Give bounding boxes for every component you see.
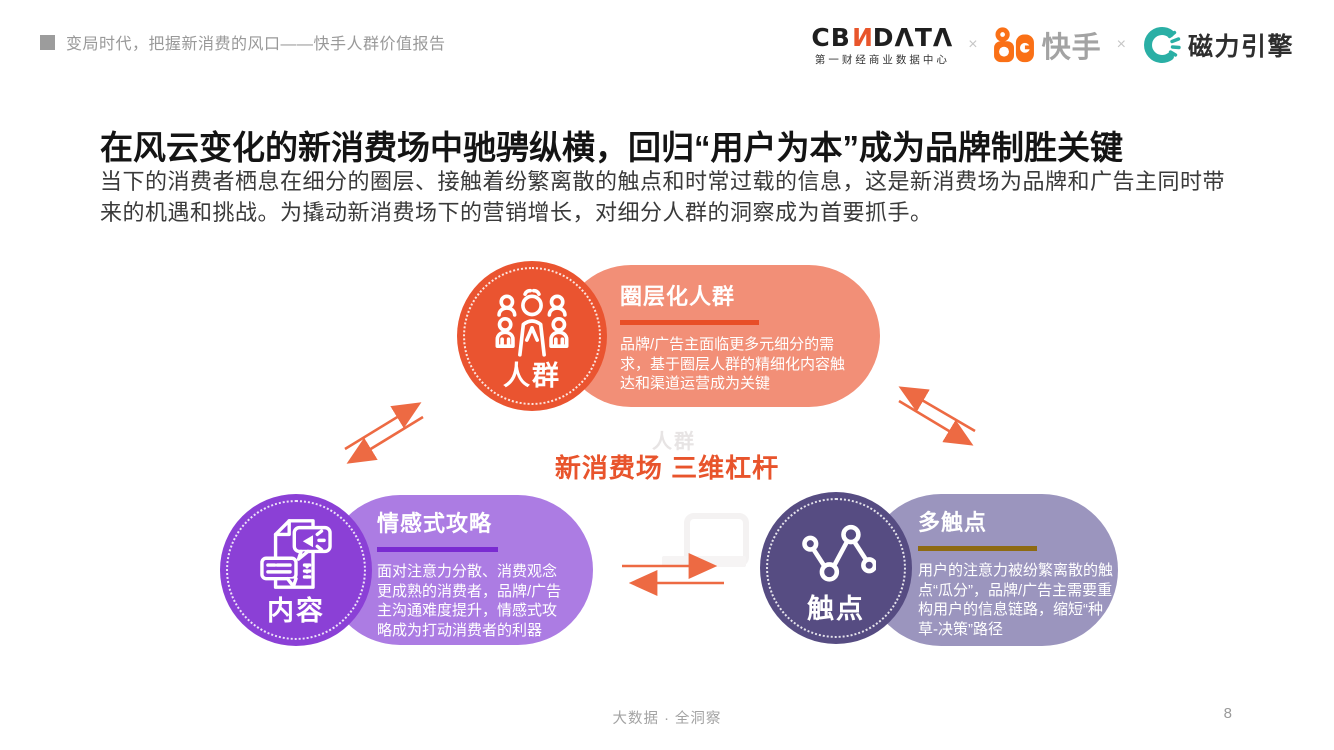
intro-paragraph-line1: 当下的消费者栖息在细分的圈层、接触着纷繁离散的触点和时常过载的信息，这是新消费场…	[100, 169, 1226, 194]
cbndata-wordmark: CBNDΛTΛ	[811, 22, 954, 52]
dotted-ring	[766, 498, 906, 638]
footer-tagline: 大数据 · 全洞察	[612, 711, 722, 727]
intro-paragraph: 当下的消费者栖息在细分的圈层、接触着纷繁离散的触点和时常过载的信息，这是新消费场…	[100, 166, 1225, 228]
arrow-crowd-touch-up	[898, 386, 976, 433]
watermark-text: 人群	[652, 431, 696, 453]
crowd-circle-label: 人群	[503, 361, 561, 391]
document-megaphone-icon	[260, 519, 332, 589]
network-zigzag-icon	[802, 524, 876, 582]
touchpoint-circle: 触点	[760, 492, 912, 644]
content-card-description: 面对注意力分散、消费观念更成熟的消费者，品牌/广告主沟通难度提升，情感式攻略成为…	[377, 563, 562, 639]
intro-paragraph-line2: 来的机遇和挑战。为撬动新消费场下的营销增长，对细分人群的洞察成为首要抓手。	[100, 200, 933, 225]
cbndata-subtitle: 第一财经商业数据中心	[814, 53, 950, 66]
content-circle: 内容	[220, 494, 372, 646]
logo-separator-x: ×	[968, 36, 978, 53]
logo-separator-x: ×	[1116, 36, 1126, 53]
magnet-engine-icon	[1144, 27, 1181, 63]
content-card-title: 情感式攻略	[377, 511, 493, 536]
magnet-engine-label: 磁力引擎	[1187, 33, 1294, 61]
content-card-underline	[377, 547, 498, 552]
report-header-title: 变局时代，把握新消费的风口——快手人群价值报告	[66, 36, 446, 53]
arrow-crowd-touch-down	[898, 399, 974, 446]
touchpoint-card-underline	[918, 546, 1037, 551]
people-group-icon	[495, 288, 569, 357]
crowd-card-underline	[620, 320, 759, 325]
arrow-crowd-content-up	[344, 402, 422, 451]
touchpoint-card: 多触点 用户的注意力被纷繁离散的触点“瓜分”，品牌/广告主需要重构用户的信息链路…	[865, 494, 1118, 646]
cbndata-data: DΛTΛ	[872, 22, 954, 52]
kuaishou-logo: 快手	[993, 24, 1102, 66]
content-circle-label: 内容	[267, 596, 325, 626]
content-card: 情感式攻略 面对注意力分散、消费观念更成熟的消费者，品牌/广告主沟通难度提升，情…	[325, 495, 593, 645]
brand-logo-row: CBNDΛTΛ 第一财经商业数据中心 × 快手 ×	[811, 20, 1294, 70]
dotted-ring	[463, 267, 601, 405]
kuaishou-label: 快手	[1041, 32, 1102, 64]
cbndata-logo: CBNDΛTΛ 第一财经商业数据中心	[811, 22, 954, 66]
watermark-caption-ghost	[662, 556, 746, 567]
page-title: 在风云变化的新消费场中驰骋纵横，回归“用户为本”成为品牌制胜关键	[100, 129, 1123, 167]
touchpoint-circle-label: 触点	[807, 594, 865, 624]
magnet-engine-logo: 磁力引擎	[1141, 25, 1294, 65]
dotted-ring	[226, 500, 366, 640]
kuaishou-icon	[993, 27, 1034, 63]
touchpoint-card-description: 用户的注意力被纷繁离散的触点“瓜分”，品牌/广告主需要重构用户的信息链路，缩短“…	[918, 562, 1114, 638]
cbndata-cb: CB	[811, 22, 851, 52]
crowd-card-description: 品牌/广告主面临更多元细分的需求，基于圈层人群的精细化内容触达和渠道运营成为关键	[620, 336, 846, 392]
diagram-center-label: 新消费场 三维杠杆	[554, 453, 780, 483]
touchpoint-card-title: 多触点	[918, 510, 988, 535]
arrow-crowd-content-down	[346, 415, 424, 464]
crowd-card-title: 圈层化人群	[620, 284, 736, 309]
page-number: 8	[1223, 705, 1232, 722]
crowd-circle: 人群	[457, 261, 607, 411]
crowd-card: 圈层化人群 品牌/广告主面临更多元细分的需求，基于圈层人群的精细化内容触达和渠道…	[560, 265, 880, 407]
slide-header: 变局时代，把握新消费的风口——快手人群价值报告	[40, 30, 446, 54]
header-bullet-square	[40, 34, 55, 50]
